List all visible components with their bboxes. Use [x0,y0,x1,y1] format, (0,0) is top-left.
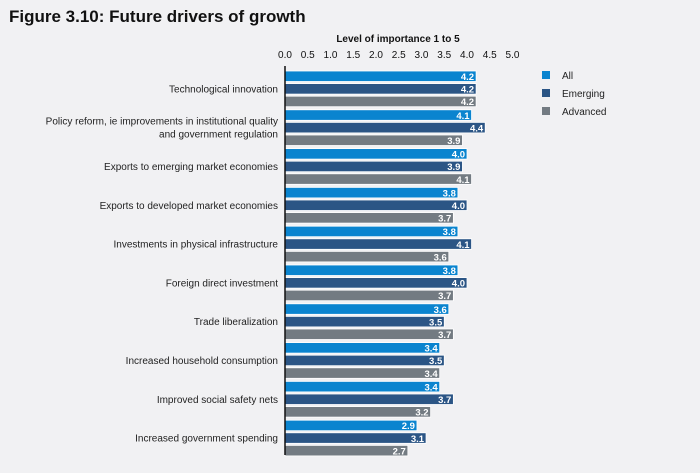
category-label: Improved social safety nets [157,395,278,406]
data-label: 3.4 [424,344,438,355]
data-label: 3.1 [411,434,425,445]
bar-advanced [284,212,454,224]
bar-advanced [284,173,472,185]
data-label: 2.9 [402,421,415,432]
data-label: 4.1 [456,240,470,251]
category-label: Foreign direct investment [166,278,278,289]
data-label: 4.1 [456,111,470,122]
bar-emerging [284,354,445,367]
data-label: 4.0 [452,201,465,212]
legend-label: All [562,71,573,82]
bar-advanced [284,250,450,263]
x-tick-label: 2.0 [369,50,383,61]
x-tick-label: 3.5 [437,50,451,61]
bar-all [284,148,468,160]
bar-all [284,419,418,432]
bar-advanced [284,95,477,108]
data-label: 3.9 [447,162,460,173]
data-label: 3.4 [424,382,438,393]
bar-emerging [284,160,463,173]
bar-all [284,70,477,82]
legend-swatch-advanced [542,107,550,115]
legend-swatch-emerging [542,89,550,97]
data-label: 3.7 [438,214,451,225]
bar-emerging [284,277,468,289]
data-label: 3.8 [443,266,456,277]
bar-emerging [284,393,454,405]
bar-advanced [284,134,463,146]
data-label: 3.4 [424,369,438,380]
data-label: 2.7 [393,446,406,457]
bar-all [284,186,459,199]
bar-all [284,225,459,238]
data-label: 3.8 [443,227,456,238]
chart-title: Figure 3.10: Future drivers of growth [9,7,306,26]
data-label: 3.7 [438,395,451,406]
category-label: Policy reform, ie improvements in instit… [46,117,278,141]
data-label: 3.5 [429,317,443,328]
data-label: 4.2 [461,85,474,96]
legend-swatch-all [542,71,550,79]
bar-advanced [284,289,454,302]
x-tick-label: 1.0 [324,50,338,61]
bar-emerging [284,238,472,250]
category-label: Technological innovation [169,84,278,95]
category-label: Investments in physical infrastructure [113,240,278,251]
x-tick-label: 0.5 [301,50,315,61]
bar-emerging [284,199,468,211]
x-tick-label: 5.0 [506,50,520,61]
bar-all [284,264,459,276]
data-label: 3.9 [447,136,460,147]
bar-all [284,109,472,121]
x-tick-label: 1.5 [346,50,360,61]
data-label: 4.0 [452,150,465,161]
data-label: 3.5 [429,356,443,367]
bar-emerging [284,432,427,444]
legend-label: Emerging [562,89,605,100]
x-axis-title: Level of importance 1 to 5 [336,34,460,45]
data-label: 4.1 [456,175,470,186]
data-label: 4.2 [461,72,474,83]
x-tick-label: 0.0 [278,50,292,61]
category-label: Trade liberalization [194,317,278,328]
x-tick-label: 3.0 [415,50,429,61]
data-label: 3.2 [415,408,428,419]
bar-all [284,342,441,354]
category-label: Exports to developed market economies [100,201,278,212]
category-label: Increased household consumption [126,356,278,367]
bar-emerging [284,122,486,134]
x-tick-label: 2.5 [392,50,406,61]
x-tick-label: 4.5 [483,50,497,61]
category-label: Increased government spending [135,434,278,445]
data-label: 3.8 [443,188,456,199]
data-label: 3.6 [434,252,447,263]
bar-emerging [284,83,477,95]
legend-label: Advanced [562,107,606,118]
data-label: 4.4 [470,123,484,134]
x-tick-label: 4.0 [460,50,474,61]
bar-emerging [284,315,445,328]
bar-advanced [284,328,454,340]
bar-all [284,380,441,393]
data-label: 4.2 [461,97,474,108]
bar-advanced [284,367,441,379]
data-label: 4.0 [452,279,465,290]
data-label: 3.7 [438,291,451,302]
bar-advanced [284,406,432,418]
data-label: 3.6 [434,305,447,316]
category-label: Exports to emerging market economies [104,162,278,173]
bar-all [284,303,450,315]
data-label: 3.7 [438,330,451,341]
bar-advanced [284,444,409,457]
